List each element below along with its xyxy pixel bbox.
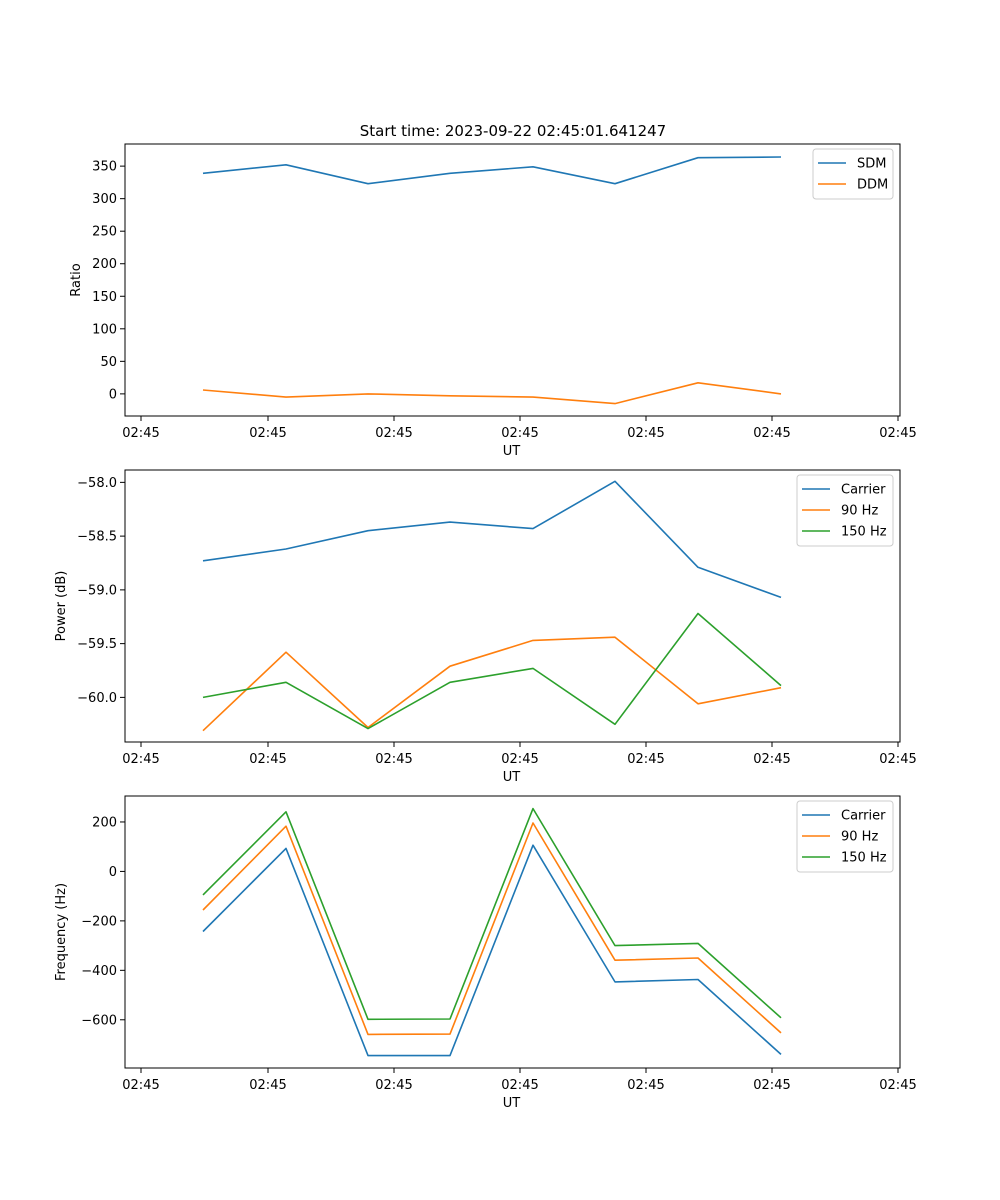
series-line-90-hz xyxy=(202,636,782,732)
x-tick-label: 02:45 xyxy=(249,752,286,767)
panel-2: −60.0 −59.5 −59.0 −58.5 −58.0 02:45 02:45 02:45… xyxy=(54,469,917,785)
x-tick-label: 02:45 xyxy=(501,752,538,767)
x-tick-label: 02:45 xyxy=(375,752,412,767)
y-tick-label: 250 xyxy=(92,225,117,240)
x-tick-label: 02:45 xyxy=(753,426,790,441)
x-tick-label: 02:45 xyxy=(627,752,664,767)
legend-label: DDM xyxy=(857,178,888,193)
legend-label: SDM xyxy=(857,157,886,172)
y-tick-label: −58.5 xyxy=(77,530,117,545)
series-line-90-hz xyxy=(202,822,782,1036)
y-tick-label: 50 xyxy=(100,355,117,370)
x-axis-label: UT xyxy=(503,1096,521,1111)
legend-label: Carrier xyxy=(841,809,886,824)
x-tick-label: 02:45 xyxy=(501,426,538,441)
y-tick-label: 200 xyxy=(92,815,117,830)
y-tick-label: 100 xyxy=(92,322,117,337)
x-tick-label: 02:45 xyxy=(501,1078,538,1093)
x-tick-label: 02:45 xyxy=(375,1078,412,1093)
x-axis-label: UT xyxy=(503,770,521,785)
legend: Carrier 90 Hz 150 Hz xyxy=(796,474,894,547)
panel-3: −600 −400 −200 0 200 02:45 02:45 02:45 02:45 02:4… xyxy=(54,795,917,1111)
axes-frame xyxy=(124,795,901,1069)
legend-frame xyxy=(796,800,894,873)
y-tick-label: −59.0 xyxy=(77,583,117,598)
series-line-sdm xyxy=(202,156,782,185)
y-tick-label: 200 xyxy=(92,257,117,272)
figure-title: Start time: 2023-09-22 02:45:01.641247 xyxy=(360,122,666,140)
y-tick-label: 300 xyxy=(92,192,117,207)
series-line-carrier xyxy=(202,480,782,599)
y-tick-label: 0 xyxy=(109,865,117,880)
y-tick-label: 350 xyxy=(92,160,117,175)
legend-label: 150 Hz xyxy=(841,525,887,540)
legend-label: 90 Hz xyxy=(841,830,878,845)
series-line-ddm xyxy=(202,381,782,405)
series-line-150-hz xyxy=(202,807,782,1021)
legend-label: Carrier xyxy=(841,483,886,498)
legend: Carrier 90 Hz 150 Hz xyxy=(796,800,894,873)
y-tick-label: −58.0 xyxy=(77,476,117,491)
axes-frame xyxy=(124,469,901,743)
legend-frame xyxy=(796,474,894,547)
legend-label: 90 Hz xyxy=(841,504,878,519)
axes-frame xyxy=(124,143,901,417)
x-tick-label: 02:45 xyxy=(122,752,159,767)
x-tick-label: 02:45 xyxy=(249,426,286,441)
series-line-150-hz xyxy=(202,612,782,730)
x-tick-label: 02:45 xyxy=(122,1078,159,1093)
y-axis-label: Ratio xyxy=(69,263,84,296)
x-tick-label: 02:45 xyxy=(753,1078,790,1093)
x-tick-label: 02:45 xyxy=(249,1078,286,1093)
x-tick-label: 02:45 xyxy=(375,426,412,441)
y-tick-label: 150 xyxy=(92,290,117,305)
y-tick-label: −200 xyxy=(81,914,117,929)
x-tick-label: 02:45 xyxy=(879,752,916,767)
legend: SDM DDM xyxy=(812,148,894,200)
y-tick-label: 0 xyxy=(109,387,117,402)
x-tick-label: 02:45 xyxy=(627,426,664,441)
legend-label: 150 Hz xyxy=(841,851,887,866)
y-tick-label: −60.0 xyxy=(77,691,117,706)
panel-1: 0 50 100 150 200 250 300 350 02:45 02:45 02:45 02:4… xyxy=(69,143,917,459)
x-tick-label: 02:45 xyxy=(627,1078,664,1093)
y-tick-label: −600 xyxy=(81,1013,117,1028)
y-axis-label: Frequency (Hz) xyxy=(54,883,69,981)
y-axis-label: Power (dB) xyxy=(54,571,69,642)
x-tick-label: 02:45 xyxy=(122,426,159,441)
legend-frame xyxy=(812,148,894,200)
series-line-carrier xyxy=(202,844,782,1057)
x-axis-label: UT xyxy=(503,444,521,459)
y-tick-label: −400 xyxy=(81,964,117,979)
x-tick-label: 02:45 xyxy=(879,426,916,441)
x-tick-label: 02:45 xyxy=(879,1078,916,1093)
y-tick-label: −59.5 xyxy=(77,637,117,652)
x-tick-label: 02:45 xyxy=(753,752,790,767)
